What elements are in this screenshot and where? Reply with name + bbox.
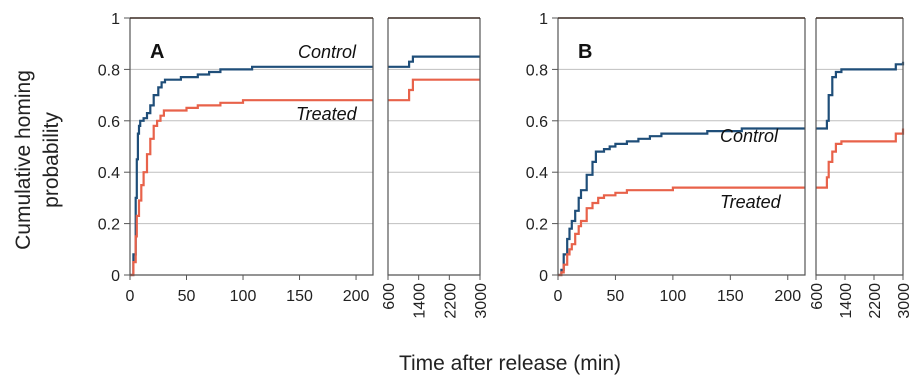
panel-a-treated-line (130, 99, 373, 277)
panel-a-treated-ext-line (388, 78, 480, 102)
panel-a-y-tick-label: 0 (111, 268, 120, 285)
panel-b-ext-x-tick-label: 3000 (896, 283, 913, 319)
panel-a-control-label: Control (298, 42, 357, 62)
panel-a-x-ticks: 0 50 100 150 200 (126, 288, 370, 305)
panel-b-y-tick-label: 0 (539, 268, 548, 285)
panel-b-x-tick-label: 50 (607, 288, 625, 305)
panel-a-ext-x-ticks: 600 1400 2200 3000 (381, 283, 490, 319)
panel-a-axes (124, 17, 481, 280)
panel-b-ext-x-tick-label: 2200 (867, 283, 884, 319)
panel-a-main-axis-frame (129, 18, 374, 276)
panel-b-x-tick-label: 150 (717, 288, 744, 305)
panel-a-label: A (150, 41, 164, 63)
panel-a-y-ticks: 0 0.2 0.4 0.6 0.8 1 (98, 11, 120, 285)
panel-a-ext-x-tick-label: 2200 (442, 283, 459, 319)
panel-a-ext-x-tick-label: 1400 (412, 283, 429, 319)
panel-a-ext-x-tick-label: 600 (381, 283, 398, 310)
panel-b-control-ext-line (816, 61, 905, 130)
panel-a-y-tick-label: 0.2 (98, 217, 120, 234)
panel-a-x-tick-label: 150 (286, 288, 313, 305)
panel-b-label: B (578, 41, 592, 63)
panel-a-main-series (130, 65, 373, 277)
y-axis-title-line1: Cumulative homing (12, 70, 35, 250)
panel-a-x-tick-label: 50 (178, 288, 196, 305)
panel-b-x-tick-label: 100 (660, 288, 687, 305)
panel-b-axes (552, 17, 904, 280)
panel-b-ext-x-tick-label: 1400 (838, 283, 855, 319)
panel-b-treated-line (558, 186, 805, 277)
panel-b-y-tick-label: 0.2 (526, 217, 548, 234)
panel-a-y-tick-label: 0.6 (98, 114, 120, 131)
panel-a: 0 0.2 0.4 0.6 0.8 1 0 50 100 150 200 600 1400 2200 3… (98, 11, 490, 319)
panel-b-main-axis-frame (557, 18, 806, 276)
panel-a-control-ext-line (388, 55, 480, 68)
panel-a-y-tick-label: 1 (111, 11, 120, 28)
panel-a-treated-label: Treated (296, 104, 358, 124)
panel-b-y-tick-label: 1 (539, 11, 548, 28)
panel-a-x-tick-label: 200 (343, 288, 370, 305)
panel-a-ext-axis-frame (387, 18, 481, 276)
panel-a-x-tick-label: 0 (126, 288, 135, 305)
panel-b-x-tick-label: 200 (774, 288, 801, 305)
panel-b-x-tick-label: 0 (554, 288, 563, 305)
panel-a-ext-x-tick-label: 3000 (473, 283, 490, 319)
panel-b-ext-x-ticks: 600 1400 2200 3000 (809, 283, 913, 319)
panel-b-treated-ext-line (816, 128, 905, 189)
panel-b-treated-label: Treated (720, 192, 782, 212)
panel-b-ext-axis-frame (815, 18, 904, 276)
panel-a-x-tick-label: 100 (230, 288, 257, 305)
panel-a-y-tick-label: 0.4 (98, 165, 120, 182)
panel-b-ext-x-tick-label: 600 (809, 283, 826, 310)
panel-a-y-tick-label: 0.8 (98, 62, 120, 79)
panel-a-control-line (130, 65, 373, 277)
panel-b: 0 0.2 0.4 0.6 0.8 1 0 50 100 150 200 600 1400 2200 3… (526, 11, 913, 319)
panel-b-y-tick-label: 0.6 (526, 114, 548, 131)
panel-b-y-tick-label: 0.4 (526, 165, 548, 182)
panel-b-control-label: Control (720, 126, 779, 146)
panel-a-extension-series (388, 55, 480, 102)
panel-b-y-ticks: 0 0.2 0.4 0.6 0.8 1 (526, 11, 548, 285)
panel-b-control-line (558, 127, 805, 277)
panel-b-main-series (558, 127, 805, 277)
panel-b-y-tick-label: 0.8 (526, 62, 548, 79)
y-axis-title-line2: probability (40, 112, 63, 208)
x-axis-title: Time after release (min) (399, 352, 621, 375)
panel-b-x-ticks: 0 50 100 150 200 (554, 288, 802, 305)
panel-b-extension-series (816, 61, 905, 189)
